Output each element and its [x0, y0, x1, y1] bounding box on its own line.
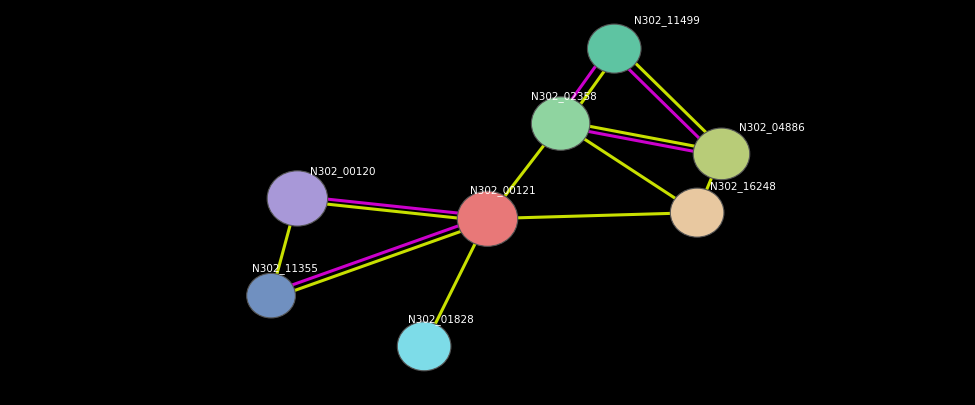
Text: N302_00121: N302_00121 [470, 185, 535, 196]
Text: N302_16248: N302_16248 [710, 181, 776, 192]
Ellipse shape [587, 24, 642, 73]
Text: N302_04886: N302_04886 [739, 122, 804, 133]
Ellipse shape [457, 191, 518, 246]
Ellipse shape [247, 273, 295, 318]
Text: N302_02358: N302_02358 [531, 91, 597, 102]
Ellipse shape [531, 97, 590, 150]
Text: N302_01828: N302_01828 [408, 314, 473, 325]
Text: N302_00120: N302_00120 [310, 166, 375, 177]
Ellipse shape [693, 128, 750, 180]
Text: N302_11499: N302_11499 [634, 15, 700, 26]
Ellipse shape [267, 171, 328, 226]
Text: N302_11355: N302_11355 [252, 263, 318, 274]
Ellipse shape [398, 322, 450, 371]
Ellipse shape [671, 188, 723, 237]
